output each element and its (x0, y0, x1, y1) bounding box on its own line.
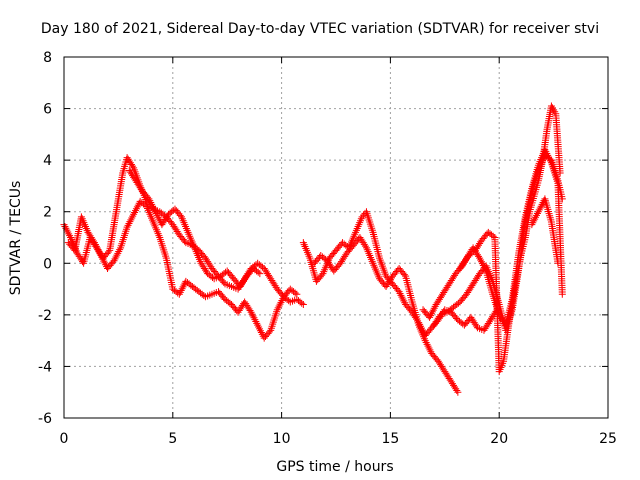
data-point (454, 388, 462, 396)
data-point (265, 328, 273, 336)
series-track-c (125, 166, 264, 290)
data-point (129, 162, 137, 170)
data-points (60, 102, 566, 396)
data-point (89, 237, 97, 245)
data-point (299, 301, 307, 309)
series-track-b (64, 197, 301, 342)
plot-frame (63, 56, 609, 419)
y-tick-label: 6 (43, 102, 52, 118)
x-tick-label: 25 (599, 431, 617, 447)
data-point (558, 290, 566, 298)
data-point (453, 314, 461, 322)
data-point (291, 289, 299, 297)
data-point (254, 268, 262, 276)
data-point (220, 294, 228, 302)
series-track-h (456, 146, 566, 329)
data-point (554, 259, 562, 267)
x-tick-label: 0 (60, 431, 69, 447)
data-point (226, 299, 234, 307)
data-point (293, 290, 301, 298)
data-point (453, 386, 461, 394)
x-axis-title: GPS time / hours (276, 459, 393, 475)
y-tick-label: 4 (43, 153, 52, 169)
y-tick-label: 0 (43, 256, 52, 272)
x-tick-label: 5 (168, 431, 177, 447)
x-tick-label: 10 (273, 431, 291, 447)
data-point (400, 271, 408, 279)
y-tick-label: -6 (38, 411, 52, 427)
y-tick-label: -4 (38, 359, 52, 375)
data-point (104, 248, 112, 256)
x-tick-label: 20 (490, 431, 508, 447)
series-track-e (310, 234, 462, 396)
data-point (361, 242, 369, 250)
axis-ticks: 0 5 10 15 20 25 -6 -4 -2 0 2 4 6 8 (38, 50, 617, 447)
data-point (454, 299, 462, 307)
y-tick-label: -2 (38, 308, 52, 324)
data-point (246, 307, 254, 315)
data-point (256, 270, 264, 278)
data-point (358, 213, 366, 221)
y-tick-label: 8 (43, 50, 52, 66)
series-track-i (528, 195, 562, 267)
x-tick-label: 15 (381, 431, 399, 447)
y-tick-label: 2 (43, 205, 52, 221)
data-point (298, 299, 306, 307)
y-axis-title: SDTVAR / TECUs (8, 181, 24, 296)
data-point (475, 252, 483, 260)
chart-title: Day 180 of 2021, Sidereal Day-to-day VTE… (41, 21, 599, 37)
data-point (360, 211, 368, 219)
data-point (489, 232, 497, 240)
